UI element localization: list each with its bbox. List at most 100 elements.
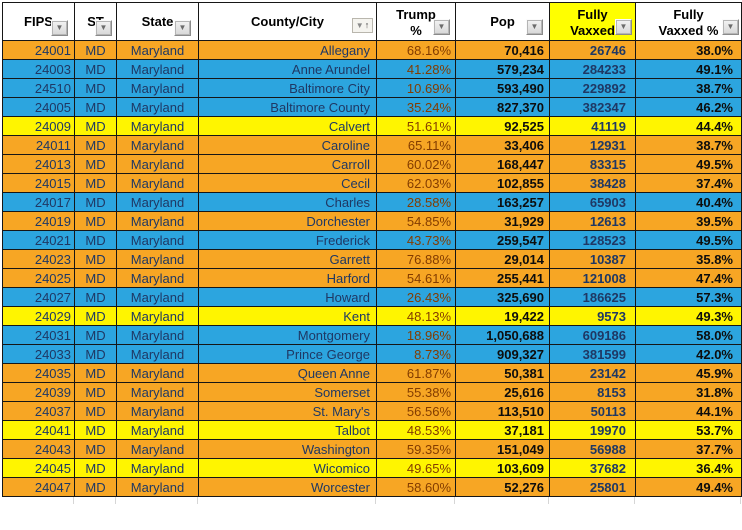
- cell-fully-vaxxed-pct[interactable]: 37.4%: [635, 173, 742, 193]
- cell-trump-pct[interactable]: 26.43%: [376, 287, 456, 307]
- cell-st[interactable]: MD: [74, 363, 117, 383]
- fips-filter-button[interactable]: ▼: [51, 20, 68, 36]
- cell-st[interactable]: MD: [74, 78, 117, 98]
- cell-fips[interactable]: 24019: [2, 211, 75, 231]
- fully-vaxxed-filter-button[interactable]: ▼: [615, 19, 632, 35]
- cell-state[interactable]: Maryland: [116, 249, 199, 269]
- cell-trump-pct[interactable]: 8.73%: [376, 344, 456, 364]
- cell-pop[interactable]: 163,257: [455, 192, 550, 212]
- cell-trump-pct[interactable]: 62.03%: [376, 173, 456, 193]
- cell-trump-pct[interactable]: 55.38%: [376, 382, 456, 402]
- fully-vaxxed-pct-filter-button[interactable]: ▼: [722, 19, 739, 35]
- cell-pop[interactable]: 33,406: [455, 135, 550, 155]
- cell-pop[interactable]: 255,441: [455, 268, 550, 288]
- cell-fully-vaxxed-pct[interactable]: 45.9%: [635, 363, 742, 383]
- cell-fully-vaxxed-pct[interactable]: 31.8%: [635, 382, 742, 402]
- cell-state[interactable]: Maryland: [116, 420, 199, 440]
- cell-st[interactable]: MD: [74, 97, 117, 117]
- cell-state[interactable]: Maryland: [116, 306, 199, 326]
- cell-county[interactable]: Harford: [198, 268, 377, 288]
- cell-trump-pct[interactable]: 49.65%: [376, 458, 456, 478]
- cell-fully-vaxxed-pct[interactable]: 36.4%: [635, 458, 742, 478]
- state-filter-button[interactable]: ▼: [174, 20, 191, 36]
- cell-state[interactable]: Maryland: [116, 382, 199, 402]
- cell-state[interactable]: Maryland: [116, 173, 199, 193]
- cell-county[interactable]: Wicomico: [198, 458, 377, 478]
- cell-fully-vaxxed[interactable]: 381599: [549, 344, 636, 364]
- cell-pop[interactable]: 1,050,688: [455, 325, 550, 345]
- cell-st[interactable]: MD: [74, 287, 117, 307]
- cell-fully-vaxxed-pct[interactable]: 42.0%: [635, 344, 742, 364]
- cell-fips[interactable]: 24001: [2, 40, 75, 60]
- cell-trump-pct[interactable]: 41.28%: [376, 59, 456, 79]
- cell-county[interactable]: Frederick: [198, 230, 377, 250]
- trump-pct-filter-button[interactable]: ▼: [433, 19, 450, 35]
- cell-pop[interactable]: 37,181: [455, 420, 550, 440]
- cell-fully-vaxxed[interactable]: 37682: [549, 458, 636, 478]
- cell-state[interactable]: Maryland: [116, 135, 199, 155]
- cell-st[interactable]: MD: [74, 40, 117, 60]
- cell-fips[interactable]: 24041: [2, 420, 75, 440]
- cell-county[interactable]: Allegany: [198, 40, 377, 60]
- cell-st[interactable]: MD: [74, 344, 117, 364]
- cell-pop[interactable]: 168,447: [455, 154, 550, 174]
- cell-fully-vaxxed-pct[interactable]: 58.0%: [635, 325, 742, 345]
- cell-pop[interactable]: 19,422: [455, 306, 550, 326]
- cell-fully-vaxxed-pct[interactable]: 47.4%: [635, 268, 742, 288]
- cell-pop[interactable]: 103,609: [455, 458, 550, 478]
- cell-fully-vaxxed-pct[interactable]: 49.1%: [635, 59, 742, 79]
- cell-fully-vaxxed[interactable]: 229892: [549, 78, 636, 98]
- cell-pop[interactable]: 325,690: [455, 287, 550, 307]
- cell-state[interactable]: Maryland: [116, 211, 199, 231]
- cell-fully-vaxxed-pct[interactable]: 49.4%: [635, 477, 742, 497]
- cell-fips[interactable]: 24013: [2, 154, 75, 174]
- cell-trump-pct[interactable]: 43.73%: [376, 230, 456, 250]
- cell-county[interactable]: Howard: [198, 287, 377, 307]
- cell-trump-pct[interactable]: 54.61%: [376, 268, 456, 288]
- cell-fips[interactable]: 24025: [2, 268, 75, 288]
- cell-st[interactable]: MD: [74, 420, 117, 440]
- cell-st[interactable]: MD: [74, 116, 117, 136]
- cell-county[interactable]: Talbot: [198, 420, 377, 440]
- cell-trump-pct[interactable]: 56.56%: [376, 401, 456, 421]
- cell-county[interactable]: Queen Anne: [198, 363, 377, 383]
- cell-county[interactable]: Caroline: [198, 135, 377, 155]
- cell-county[interactable]: Somerset: [198, 382, 377, 402]
- cell-pop[interactable]: 70,416: [455, 40, 550, 60]
- cell-county[interactable]: Dorchester: [198, 211, 377, 231]
- cell-trump-pct[interactable]: 35.24%: [376, 97, 456, 117]
- cell-state[interactable]: Maryland: [116, 458, 199, 478]
- cell-trump-pct[interactable]: 59.35%: [376, 439, 456, 459]
- cell-fully-vaxxed-pct[interactable]: 57.3%: [635, 287, 742, 307]
- cell-state[interactable]: Maryland: [116, 439, 199, 459]
- cell-fully-vaxxed-pct[interactable]: 38.7%: [635, 78, 742, 98]
- cell-pop[interactable]: 102,855: [455, 173, 550, 193]
- cell-trump-pct[interactable]: 48.53%: [376, 420, 456, 440]
- cell-fully-vaxxed[interactable]: 121008: [549, 268, 636, 288]
- cell-pop[interactable]: 579,234: [455, 59, 550, 79]
- cell-fully-vaxxed[interactable]: 128523: [549, 230, 636, 250]
- cell-st[interactable]: MD: [74, 135, 117, 155]
- cell-fully-vaxxed-pct[interactable]: 49.3%: [635, 306, 742, 326]
- cell-pop[interactable]: 92,525: [455, 116, 550, 136]
- cell-state[interactable]: Maryland: [116, 40, 199, 60]
- cell-fully-vaxxed[interactable]: 41119: [549, 116, 636, 136]
- cell-fully-vaxxed[interactable]: 10387: [549, 249, 636, 269]
- cell-fips[interactable]: 24009: [2, 116, 75, 136]
- cell-fully-vaxxed[interactable]: 23142: [549, 363, 636, 383]
- cell-pop[interactable]: 827,370: [455, 97, 550, 117]
- cell-county[interactable]: Kent: [198, 306, 377, 326]
- cell-fips[interactable]: 24047: [2, 477, 75, 497]
- cell-state[interactable]: Maryland: [116, 401, 199, 421]
- cell-fully-vaxxed-pct[interactable]: 35.8%: [635, 249, 742, 269]
- cell-state[interactable]: Maryland: [116, 363, 199, 383]
- cell-state[interactable]: Maryland: [116, 268, 199, 288]
- cell-fully-vaxxed[interactable]: 25801: [549, 477, 636, 497]
- cell-trump-pct[interactable]: 61.87%: [376, 363, 456, 383]
- cell-county[interactable]: Carroll: [198, 154, 377, 174]
- cell-state[interactable]: Maryland: [116, 192, 199, 212]
- cell-county[interactable]: Anne Arundel: [198, 59, 377, 79]
- cell-county[interactable]: Montgomery: [198, 325, 377, 345]
- cell-state[interactable]: Maryland: [116, 59, 199, 79]
- cell-fully-vaxxed[interactable]: 12613: [549, 211, 636, 231]
